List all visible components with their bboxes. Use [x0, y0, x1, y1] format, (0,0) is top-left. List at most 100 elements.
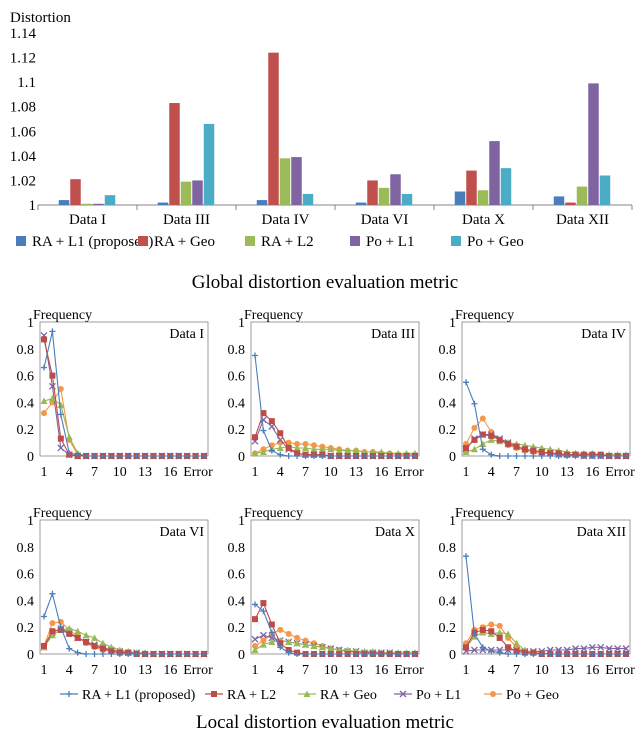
data-point [252, 434, 258, 441]
x-tick-label: 10 [324, 465, 338, 480]
y-tick-label: 0 [27, 450, 34, 465]
data-point [99, 651, 106, 657]
x-tick-label: 4 [66, 465, 73, 480]
series-2 [40, 394, 208, 459]
data-point [487, 436, 495, 443]
data-point [521, 651, 528, 657]
data-point [488, 432, 495, 439]
bar [553, 196, 565, 205]
local-caption: Local distortion evaluation metric [196, 712, 454, 733]
data-point [310, 442, 317, 449]
data-point [614, 651, 621, 657]
bar [203, 123, 215, 205]
x-tick-label: 10 [535, 465, 549, 480]
data-point [361, 651, 368, 657]
bar [192, 180, 203, 205]
data-point [580, 453, 587, 459]
data-point [65, 433, 73, 441]
data-point [538, 651, 545, 657]
data-point [488, 648, 495, 655]
data-point [277, 451, 284, 458]
data-point [302, 651, 309, 657]
data-point [386, 453, 393, 459]
x-tick-label: 1 [463, 465, 470, 480]
data-point [352, 447, 360, 454]
data-point [285, 638, 293, 645]
legend-label: RA + L2 [227, 688, 276, 703]
data-point [479, 446, 486, 453]
data-point [521, 453, 528, 459]
local-legend: RA + L1 (proposed) RA + L2 RA + Geo Po + L1… [60, 688, 559, 703]
series-1 [463, 431, 629, 459]
data-point [108, 453, 115, 459]
data-point [175, 651, 182, 657]
data-point [293, 444, 301, 451]
data-point [335, 447, 343, 454]
data-point [158, 453, 165, 459]
x-tick-label: Error [183, 465, 213, 480]
data-point [319, 453, 326, 459]
x-tick-label: 16 [374, 663, 388, 678]
x-tick-label: 1 [41, 663, 48, 678]
data-point [471, 630, 478, 637]
data-point [597, 651, 604, 657]
bar [180, 181, 192, 205]
data-point [285, 444, 292, 451]
data-point [302, 444, 310, 451]
data-point [488, 621, 495, 628]
data-point [470, 445, 478, 453]
y-axis-title: Frequency [33, 506, 92, 521]
panel-title: Data X [375, 525, 415, 540]
y-tick-label: 1 [27, 316, 34, 331]
data-point [48, 631, 56, 639]
data-point [303, 690, 311, 697]
data-point [572, 453, 579, 459]
x-tick-label: Data I [69, 212, 106, 228]
data-point [463, 644, 469, 651]
data-point [49, 328, 56, 335]
bar [302, 193, 314, 205]
x-tick-label: 4 [66, 663, 73, 678]
bar [367, 180, 378, 205]
bar [157, 202, 169, 205]
y-tick-label: 0.8 [17, 541, 35, 556]
y-tick-label: 0 [238, 450, 245, 465]
data-point [353, 453, 360, 459]
data-point [277, 640, 284, 647]
panel-data-iv: Frequency Data IV 0 0.2 0.4 0.6 0.8 1 1 4 7 10 13 16 E… [439, 308, 636, 480]
data-point [530, 447, 537, 454]
x-tick-label: Data III [163, 212, 210, 228]
data-point [327, 445, 335, 453]
data-point [564, 453, 571, 459]
x-tick-label: 7 [302, 465, 309, 480]
y-tick-label: 0 [27, 648, 34, 663]
data-point [268, 638, 276, 645]
data-point [378, 651, 385, 657]
data-point [572, 651, 579, 657]
data-point [192, 651, 199, 657]
data-point [49, 620, 56, 627]
legend-swatch [16, 236, 26, 246]
bar [401, 193, 413, 205]
data-point [395, 651, 402, 657]
data-point [463, 553, 469, 560]
legend-label: RA + L1 (proposed) [82, 688, 196, 703]
data-point [65, 625, 73, 632]
data-point [479, 415, 486, 422]
data-point [488, 628, 495, 635]
data-point [505, 453, 512, 459]
x-tick-label: 10 [324, 663, 338, 678]
data-point [530, 651, 537, 657]
data-point [614, 645, 622, 653]
data-point [302, 440, 309, 447]
x-tick-label: 4 [277, 663, 284, 678]
data-point [462, 448, 470, 455]
y-tick-label: 1.06 [10, 124, 37, 140]
data-point [251, 449, 259, 457]
data-point [83, 638, 90, 645]
data-point [318, 643, 326, 651]
data-point [277, 626, 284, 633]
panel-data-i: Frequency Data I 0 0.2 0.4 0.6 0.8 1 1 4 7 10 13 16 Er… [17, 308, 214, 480]
data-point [513, 651, 520, 657]
x-tick-label: 7 [513, 663, 520, 678]
